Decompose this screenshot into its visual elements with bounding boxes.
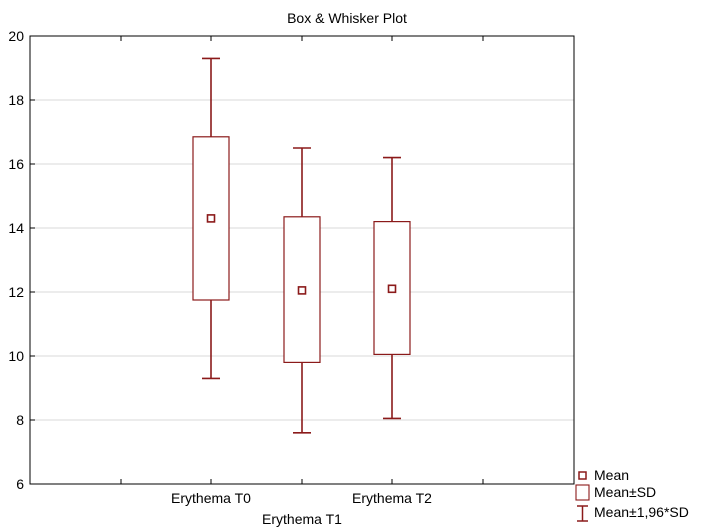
- legend-sd-symbol: [575, 484, 590, 501]
- mean-marker: [387, 284, 397, 294]
- y-tick-label: 14: [8, 220, 24, 236]
- x-category-label: Erythema T2: [352, 490, 432, 506]
- y-tick-label: 16: [8, 156, 24, 172]
- x-category-label: Erythema T0: [171, 490, 251, 506]
- chart-title: Box & Whisker Plot: [287, 10, 407, 26]
- y-tick-label: 6: [16, 476, 24, 492]
- box-group: [192, 57, 230, 380]
- mean-marker: [206, 214, 216, 223]
- legend-sd-label: Mean±SD: [594, 484, 656, 500]
- y-tick-label: 10: [8, 348, 24, 364]
- legend-whisker-label: Mean±1,96*SD: [594, 504, 689, 520]
- box-series: [192, 57, 411, 434]
- box-group: [283, 147, 321, 434]
- y-tick-label: 20: [8, 28, 24, 44]
- mean-marker: [297, 286, 307, 295]
- legend-mean-label: Mean: [594, 467, 629, 483]
- y-tick-label: 12: [8, 284, 24, 300]
- x-category-label: Erythema T1: [262, 511, 342, 527]
- y-axis: 6 8 10 12 14 16 18 20: [8, 28, 35, 492]
- x-axis: Erythema T0 Erythema T1 Erythema T2: [120, 36, 484, 527]
- y-tick-label: 8: [16, 412, 24, 428]
- box-group: [373, 156, 411, 420]
- sd-box: [283, 216, 321, 364]
- legend-mean-symbol: [578, 471, 587, 480]
- y-tick-label: 18: [8, 92, 24, 108]
